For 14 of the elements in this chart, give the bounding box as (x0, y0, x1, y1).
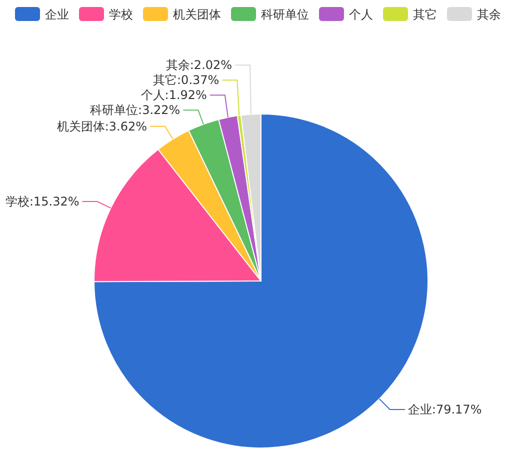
data-label: 机关团体:3.62% (56, 119, 148, 134)
legend-label: 企业 (45, 8, 69, 22)
legend-label: 其它 (413, 8, 437, 22)
legend-label: 其余 (477, 8, 501, 22)
legend-label: 学校 (109, 8, 133, 22)
data-label: 个人:1.92% (140, 88, 207, 102)
data-label: 企业:79.17% (408, 402, 482, 416)
legend-label: 机关团体 (173, 8, 221, 22)
data-label: 科研单位:3.22% (90, 103, 180, 118)
legend-label: 个人 (349, 8, 373, 22)
data-label: 其余:2.02% (166, 58, 232, 72)
legend-label: 科研单位 (261, 8, 309, 22)
data-label: 学校:15.32% (5, 194, 80, 209)
data-label: 其它:0.37% (153, 73, 220, 88)
